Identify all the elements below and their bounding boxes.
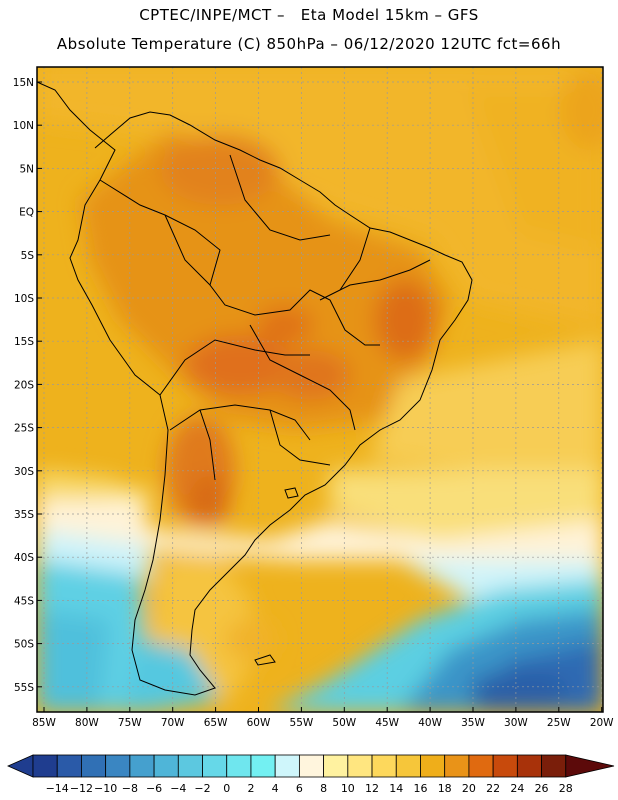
lon-label: 35W bbox=[461, 717, 485, 729]
lon-label: 45W bbox=[375, 717, 399, 729]
map-subtitle: Absolute Temperature (C) 850hPa – 06/12/… bbox=[56, 35, 562, 53]
colorbar-swatch bbox=[420, 754, 446, 778]
colorbar-swatch bbox=[371, 754, 397, 778]
lon-label: 55W bbox=[290, 717, 314, 729]
colorbar-swatch bbox=[250, 754, 276, 778]
colorbar-arrow-high bbox=[565, 754, 615, 778]
lat-label: EQ bbox=[19, 207, 34, 219]
lat-label: 45S bbox=[14, 595, 34, 607]
lon-label: 60W bbox=[247, 717, 271, 729]
lon-label: 50W bbox=[332, 717, 356, 729]
colorbar-label: −10 bbox=[94, 782, 117, 795]
lat-label: 55S bbox=[14, 682, 34, 694]
lon-label: 70W bbox=[161, 717, 185, 729]
lat-label: 15N bbox=[13, 77, 34, 89]
lat-lon-grid bbox=[37, 67, 603, 712]
temperature-field bbox=[37, 67, 603, 712]
colorbar-label: 14 bbox=[389, 782, 403, 795]
colorbar-swatch bbox=[153, 754, 179, 778]
colorbar-swatch bbox=[323, 754, 349, 778]
lon-label: 30W bbox=[504, 717, 528, 729]
map-title: CPTEC/INPE/MCT – Eta Model 15km – GFS bbox=[139, 6, 479, 24]
colorbar-label: 0 bbox=[223, 782, 230, 795]
colorbar-label: 4 bbox=[272, 782, 279, 795]
colorbar-swatch bbox=[105, 754, 131, 778]
colorbar-label: 10 bbox=[341, 782, 355, 795]
lon-label: 65W bbox=[204, 717, 228, 729]
lat-label: 10S bbox=[14, 293, 34, 305]
colorbar-swatch bbox=[32, 754, 58, 778]
lat-label: 10N bbox=[13, 120, 34, 132]
coastlines bbox=[36, 81, 473, 696]
colorbar-swatch bbox=[298, 754, 325, 778]
lon-label: 25W bbox=[547, 717, 571, 729]
colorbar-label: −2 bbox=[194, 782, 210, 795]
map-frame bbox=[36, 66, 604, 713]
colorbar-label: 24 bbox=[510, 782, 524, 795]
colorbar-arrow-low bbox=[7, 754, 34, 778]
colorbar-label: 18 bbox=[438, 782, 452, 795]
colorbar-swatch bbox=[81, 754, 107, 778]
lon-label: 75W bbox=[118, 717, 142, 729]
colorbar-label: −4 bbox=[170, 782, 186, 795]
colorbar-swatch bbox=[347, 754, 373, 778]
colorbar-swatch bbox=[56, 754, 82, 778]
colorbar-swatch bbox=[541, 754, 567, 778]
lon-label: 20W bbox=[590, 717, 614, 729]
colorbar-swatch bbox=[177, 754, 203, 778]
colorbar-label: 12 bbox=[365, 782, 379, 795]
longitude-axis: 85W 80W 75W 70W 65W 60W 55W 50W 45W 40W 35W 30W 25W 2… bbox=[32, 707, 614, 729]
colorbar-label: 22 bbox=[486, 782, 500, 795]
lat-label: 15S bbox=[14, 336, 34, 348]
colorbar-label: 20 bbox=[462, 782, 476, 795]
colorbar-swatch bbox=[129, 754, 155, 778]
colorbar-label: 6 bbox=[296, 782, 303, 795]
colorbar-label: 2 bbox=[247, 782, 254, 795]
colorbar-label: −6 bbox=[146, 782, 162, 795]
lon-label: 40W bbox=[418, 717, 442, 729]
lat-label: 5N bbox=[19, 163, 34, 175]
colorbar-swatch bbox=[202, 754, 228, 778]
colorbar-label: −12 bbox=[70, 782, 93, 795]
colorbar-label: 28 bbox=[559, 782, 573, 795]
lon-label: 80W bbox=[75, 717, 99, 729]
colorbar-label: 26 bbox=[535, 782, 549, 795]
colorbar: −14 −12 −10 −8 −6 −4 −2 0 2 4 6 8 10 12 14 16 18 20 22 24 26… bbox=[7, 754, 615, 795]
lat-label: 25S bbox=[14, 423, 34, 435]
lat-label: 5S bbox=[21, 250, 35, 262]
colorbar-swatch bbox=[226, 754, 252, 778]
colorbar-swatch bbox=[274, 754, 300, 778]
lat-label: 30S bbox=[14, 466, 34, 478]
colorbar-swatch bbox=[395, 754, 421, 778]
colorbar-label: −8 bbox=[122, 782, 138, 795]
colorbar-swatch bbox=[444, 754, 470, 778]
lat-label: 35S bbox=[14, 509, 34, 521]
colorbar-label: −14 bbox=[46, 782, 69, 795]
lat-label: 40S bbox=[14, 552, 34, 564]
colorbar-swatch bbox=[516, 754, 542, 778]
lat-label: 20S bbox=[14, 379, 34, 391]
latitude-axis: 15N 10N 5N EQ 5S 10S 15S 20S 25S 30S 35S 40S 45S 50S 5… bbox=[13, 77, 42, 694]
lon-label: 85W bbox=[32, 717, 56, 729]
colorbar-swatch bbox=[468, 754, 494, 778]
colorbar-label: 16 bbox=[413, 782, 427, 795]
colorbar-label: 8 bbox=[320, 782, 327, 795]
lat-label: 50S bbox=[14, 639, 34, 651]
colorbar-swatch bbox=[492, 754, 518, 778]
